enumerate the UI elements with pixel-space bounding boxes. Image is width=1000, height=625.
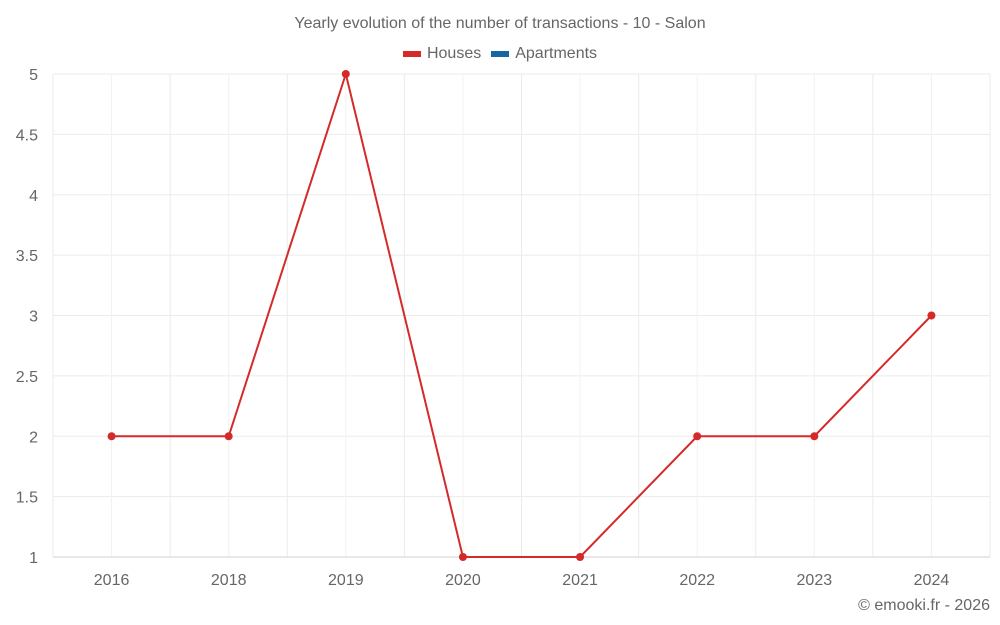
- x-tick-label: 2019: [328, 572, 364, 589]
- x-tick-label: 2021: [562, 572, 598, 589]
- series-line-houses: [111, 70, 933, 558]
- chart-title: Yearly evolution of the number of transa…: [294, 15, 706, 32]
- y-tick-label: 5: [29, 67, 38, 84]
- x-tick-label: 2022: [679, 572, 715, 589]
- legend-item-apartments[interactable]: Apartments: [491, 45, 597, 63]
- y-tick-label: 1: [29, 550, 38, 567]
- y-tick-label: 3: [29, 309, 38, 326]
- legend: Houses Apartments: [0, 45, 1000, 63]
- legend-label-apartments: Apartments: [515, 45, 598, 62]
- legend-swatch-houses: [402, 51, 421, 57]
- data-point: [810, 432, 819, 441]
- y-tick-label: 4.5: [16, 127, 38, 144]
- y-tick-label: 2.5: [16, 369, 38, 386]
- legend-swatch-apartments: [491, 51, 510, 57]
- data-point: [341, 70, 350, 78]
- y-tick-label: 1.5: [16, 490, 38, 507]
- x-tick-label: 2023: [797, 572, 833, 589]
- y-tick-label: 4: [29, 188, 38, 205]
- data-point: [224, 432, 233, 441]
- legend-label-houses: Houses: [426, 45, 482, 62]
- x-tick-label: 2024: [914, 572, 950, 589]
- data-point: [458, 553, 467, 561]
- x-tick-label: 2020: [445, 572, 481, 589]
- data-point: [693, 432, 702, 441]
- x-tick-label: 2016: [94, 572, 130, 589]
- credit: © emooki.fr - 2026: [858, 597, 990, 614]
- data-point: [576, 553, 585, 561]
- y-tick-label: 2: [29, 429, 38, 446]
- legend-item-houses[interactable]: Houses: [402, 45, 482, 63]
- y-tick-label: 3.5: [16, 248, 38, 265]
- data-point: [927, 311, 936, 320]
- data-point: [107, 432, 116, 441]
- x-tick-label: 2018: [211, 572, 247, 589]
